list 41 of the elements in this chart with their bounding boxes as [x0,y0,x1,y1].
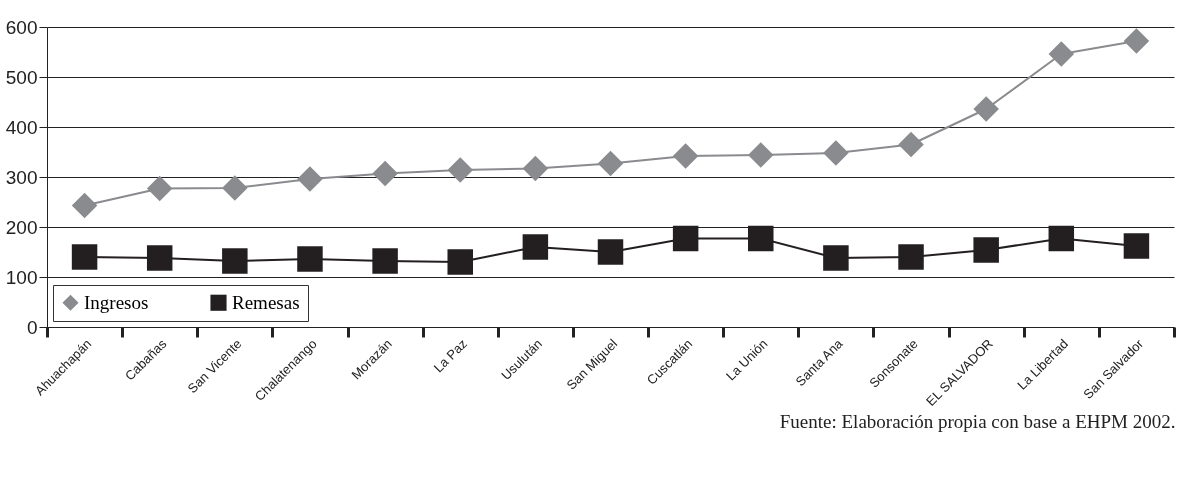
point [672,225,699,252]
point [297,166,323,192]
point [597,239,624,265]
point [146,175,173,202]
point [1048,225,1075,252]
y-tick-label: 0 [26,316,38,338]
source-note: Fuente: Elaboración propia con base a EHPM 2002. [779,410,1176,432]
legend-label: Ingresos [84,291,149,313]
y-tick-label: 500 [5,66,38,88]
point [447,157,473,183]
point [597,150,624,177]
point [823,140,849,166]
x-tick-label: La Paz [430,336,470,376]
point [297,246,323,272]
point [222,248,248,274]
point [71,244,98,270]
y-tick-label: 600 [5,16,38,38]
point [898,131,924,158]
point [748,225,774,252]
point [372,248,398,274]
point [522,155,549,182]
point [748,142,774,168]
y-tick-label: 200 [5,216,38,238]
point [372,160,398,187]
point [823,245,849,271]
point [71,192,98,219]
point [522,234,549,260]
y-tick-label: 300 [5,166,38,188]
y-tick-label: 100 [5,266,38,288]
point [146,245,173,271]
legend-label: Remesas [232,291,300,313]
point [1123,233,1150,259]
point [898,244,924,270]
point [222,175,248,201]
point [973,96,999,122]
point [973,237,999,263]
y-tick-label: 400 [5,116,38,138]
point [1123,28,1150,54]
point [1048,41,1075,67]
point [672,143,699,169]
point [447,249,473,275]
